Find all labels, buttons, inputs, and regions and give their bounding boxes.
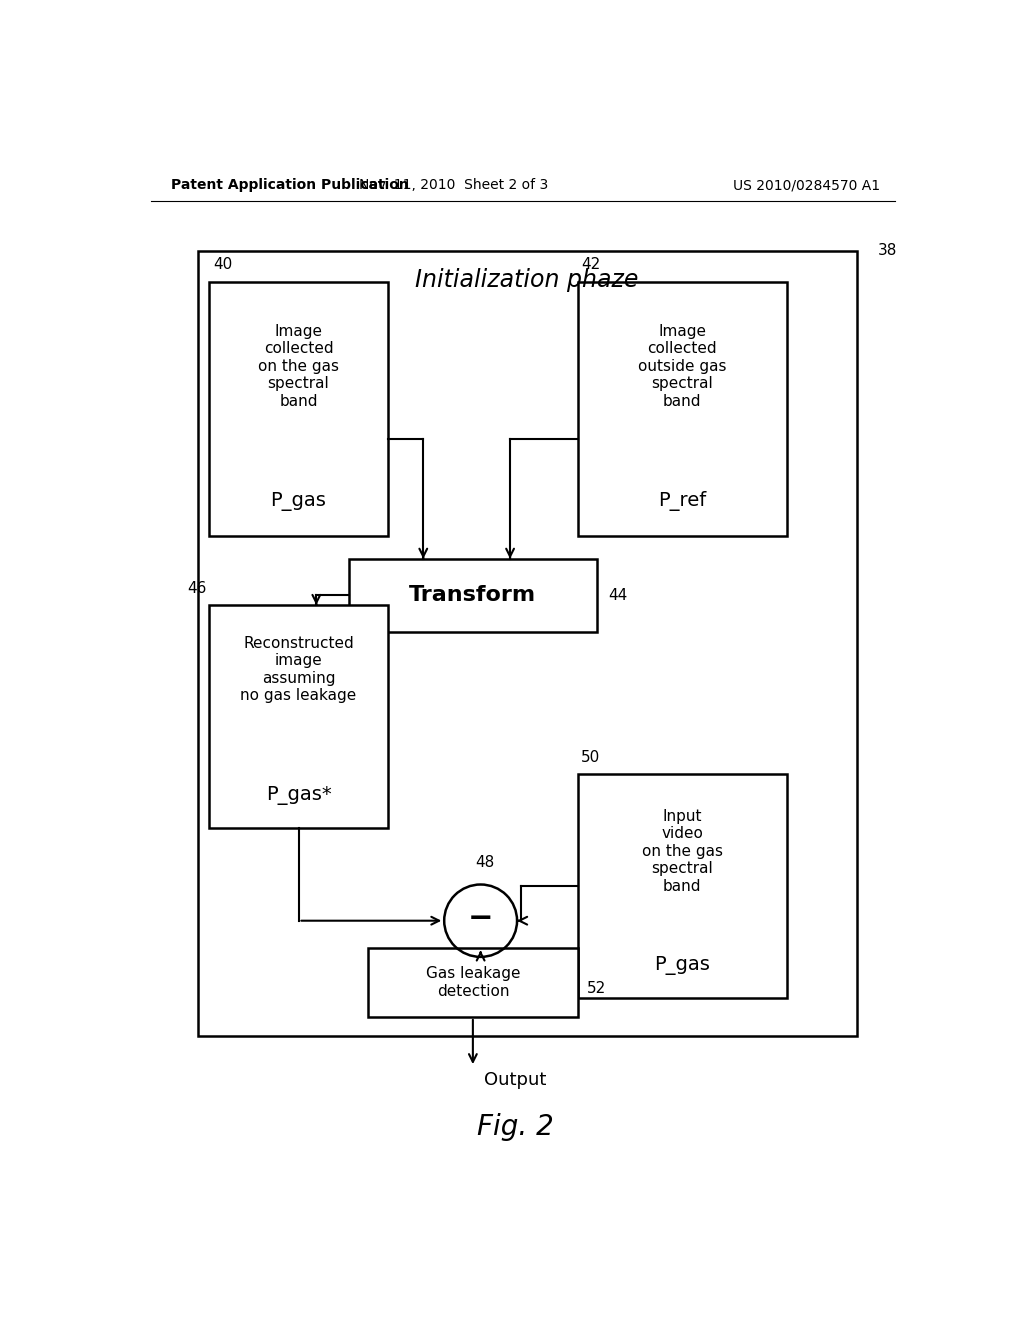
- Text: US 2010/0284570 A1: US 2010/0284570 A1: [732, 178, 880, 193]
- Text: P_gas: P_gas: [270, 491, 327, 511]
- Bar: [578, 281, 786, 536]
- Text: Transform: Transform: [410, 585, 537, 606]
- Bar: [209, 605, 388, 829]
- Text: 46: 46: [187, 581, 207, 595]
- Text: Output: Output: [484, 1071, 547, 1089]
- Text: 44: 44: [608, 587, 628, 603]
- Text: Image
collected
outside gas
spectral
band: Image collected outside gas spectral ban…: [638, 323, 726, 409]
- Bar: [198, 251, 856, 1036]
- Text: P_ref: P_ref: [658, 491, 707, 511]
- Text: P_gas: P_gas: [654, 956, 710, 975]
- Text: P_gas*: P_gas*: [265, 787, 332, 805]
- Bar: [578, 775, 786, 998]
- Text: Input
video
on the gas
spectral
band: Input video on the gas spectral band: [642, 809, 723, 894]
- Bar: [209, 281, 388, 536]
- Text: Nov. 11, 2010  Sheet 2 of 3: Nov. 11, 2010 Sheet 2 of 3: [358, 178, 548, 193]
- Text: 52: 52: [587, 981, 606, 997]
- Text: 50: 50: [582, 750, 601, 766]
- Text: 40: 40: [213, 257, 232, 272]
- Text: −: −: [468, 904, 494, 933]
- Bar: [349, 558, 597, 632]
- Text: Reconstructed
image
assuming
no gas leakage: Reconstructed image assuming no gas leak…: [241, 636, 356, 704]
- Text: Initialization phaze: Initialization phaze: [416, 268, 639, 292]
- Text: 38: 38: [879, 243, 898, 259]
- Text: Gas leakage
detection: Gas leakage detection: [426, 966, 520, 998]
- Text: Fig. 2: Fig. 2: [477, 1113, 554, 1140]
- Text: Image
collected
on the gas
spectral
band: Image collected on the gas spectral band: [258, 323, 339, 409]
- Bar: [369, 948, 578, 1016]
- Text: 48: 48: [475, 855, 495, 870]
- Text: 42: 42: [582, 257, 601, 272]
- Text: Patent Application Publication: Patent Application Publication: [171, 178, 409, 193]
